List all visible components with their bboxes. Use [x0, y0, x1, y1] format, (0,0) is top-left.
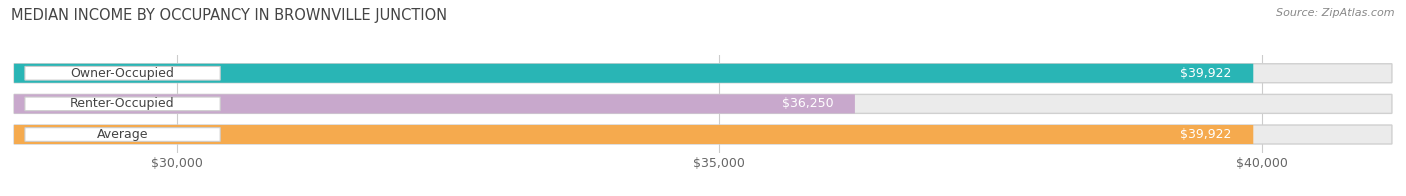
FancyBboxPatch shape	[14, 94, 1392, 113]
Text: $39,922: $39,922	[1180, 128, 1232, 141]
Text: $39,922: $39,922	[1180, 67, 1232, 80]
Text: MEDIAN INCOME BY OCCUPANCY IN BROWNVILLE JUNCTION: MEDIAN INCOME BY OCCUPANCY IN BROWNVILLE…	[11, 8, 447, 23]
Text: Owner-Occupied: Owner-Occupied	[70, 67, 174, 80]
Text: Source: ZipAtlas.com: Source: ZipAtlas.com	[1277, 8, 1395, 18]
FancyBboxPatch shape	[25, 97, 221, 111]
FancyBboxPatch shape	[14, 94, 855, 113]
FancyBboxPatch shape	[14, 125, 1253, 144]
FancyBboxPatch shape	[25, 128, 221, 141]
FancyBboxPatch shape	[25, 66, 221, 80]
Text: Average: Average	[97, 128, 148, 141]
FancyBboxPatch shape	[14, 125, 1392, 144]
FancyBboxPatch shape	[14, 64, 1392, 83]
Text: $36,250: $36,250	[782, 97, 834, 110]
Text: Renter-Occupied: Renter-Occupied	[70, 97, 174, 110]
FancyBboxPatch shape	[14, 64, 1253, 83]
